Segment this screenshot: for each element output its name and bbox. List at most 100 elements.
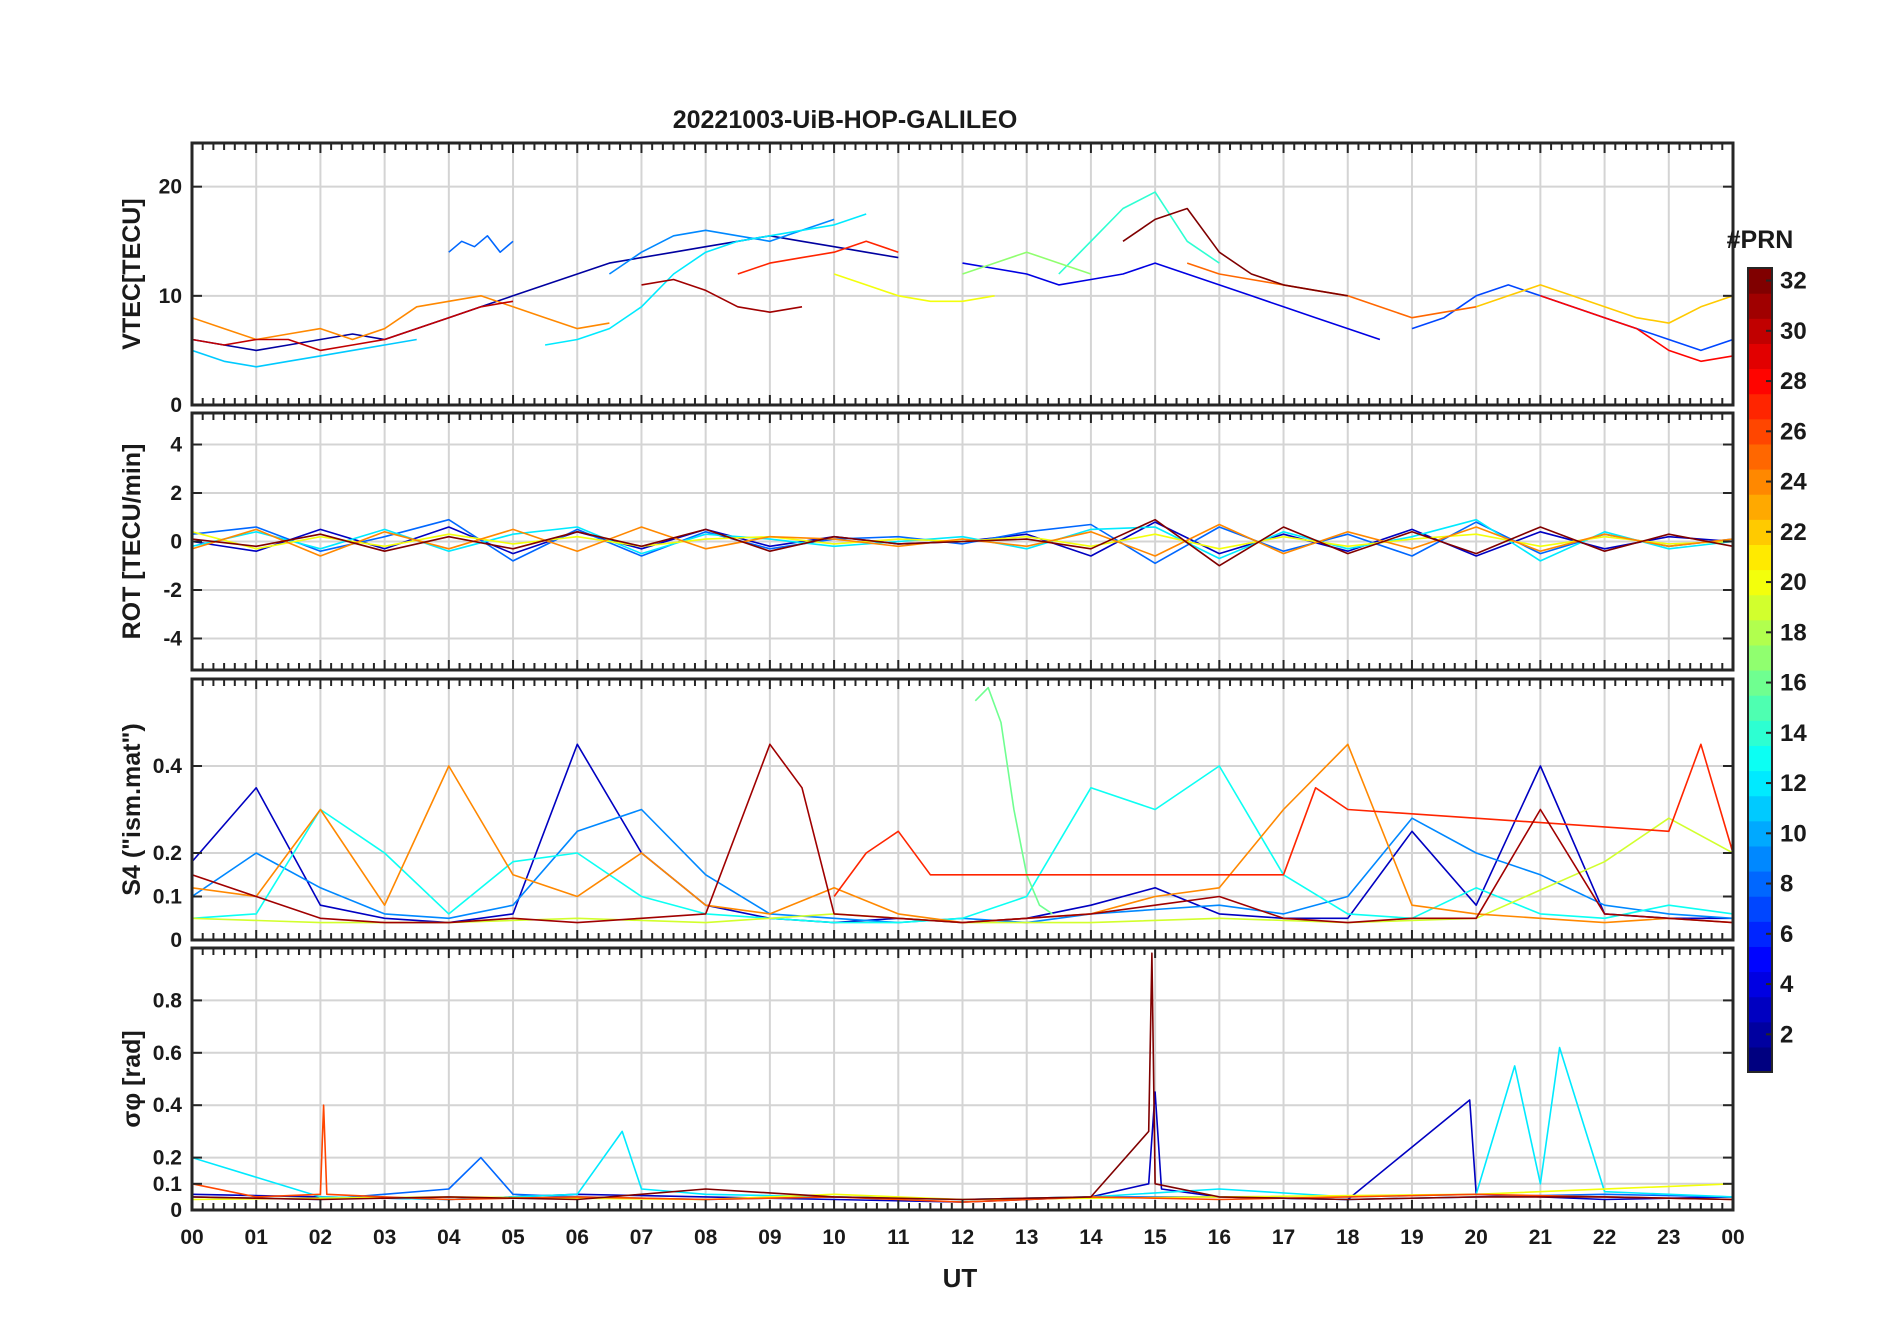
series-group bbox=[192, 191, 1733, 368]
x-tick-label: 18 bbox=[1336, 1226, 1360, 1249]
x-tick-label: 12 bbox=[951, 1226, 974, 1249]
y-tick-label: -2 bbox=[163, 579, 182, 602]
y-tick-label: 0.6 bbox=[153, 1042, 182, 1065]
series-prn-26 bbox=[192, 1104, 1733, 1203]
colorbar-segment bbox=[1748, 695, 1772, 721]
x-tick-label: 13 bbox=[1015, 1226, 1038, 1249]
x-minor-ticks bbox=[191, 679, 1734, 940]
series-prn-31 bbox=[192, 743, 1733, 924]
x-tick-label: 17 bbox=[1272, 1226, 1295, 1249]
colorbar-tick-label: 32 bbox=[1780, 268, 1807, 295]
colorbar-segment bbox=[1748, 494, 1772, 520]
colorbar-segment bbox=[1748, 745, 1772, 772]
series-prn-28 bbox=[1540, 295, 1733, 363]
y-tick-label: 0.8 bbox=[153, 989, 183, 1012]
colorbar-title: #PRN bbox=[1727, 226, 1794, 254]
y-tick-label: 0.2 bbox=[153, 842, 182, 865]
series-group bbox=[192, 686, 1733, 924]
colorbar-tick-label: 18 bbox=[1780, 619, 1807, 646]
y-tick-label: 2 bbox=[170, 482, 182, 505]
x-tick-label: 15 bbox=[1143, 1226, 1167, 1249]
colorbar-segment bbox=[1748, 393, 1772, 420]
y-tick-label: 0.4 bbox=[153, 1094, 183, 1117]
y-tick-label: 0.2 bbox=[153, 1147, 182, 1170]
series-prn-27 bbox=[833, 743, 1733, 897]
series-prn-11 bbox=[192, 338, 417, 368]
panel-sigma_phi: 0 0.1 0.2 0.4 0.6 0.8 σφ [rad] bbox=[118, 946, 1735, 1222]
series-prn-16 bbox=[974, 686, 1053, 915]
x-tick-label: 03 bbox=[373, 1226, 396, 1249]
y-tick-label: 4 bbox=[170, 434, 182, 457]
x-tick-label: 16 bbox=[1208, 1226, 1231, 1249]
x-tick-label: 00 bbox=[1721, 1226, 1744, 1249]
series-prn-20 bbox=[833, 273, 995, 303]
colorbar-segment bbox=[1748, 1046, 1772, 1073]
y-axis-label: ROT [TECU/min] bbox=[118, 444, 146, 640]
colorbar-segment bbox=[1748, 343, 1772, 370]
y-axis-label: σφ [rad] bbox=[118, 1030, 146, 1128]
y-axis-label: VTEC[TECU] bbox=[118, 198, 146, 349]
colorbar-tick-label: 28 bbox=[1780, 368, 1807, 395]
colorbar-segment bbox=[1748, 896, 1772, 922]
y-tick-label: 0.1 bbox=[153, 1173, 183, 1196]
y-tick-label: 0 bbox=[170, 1199, 182, 1222]
x-tick-label: 19 bbox=[1400, 1226, 1423, 1249]
series-prn-27 bbox=[737, 240, 899, 275]
colorbar-tick-label: 8 bbox=[1780, 871, 1793, 898]
colorbar-segment bbox=[1748, 644, 1772, 671]
series-prn-32 bbox=[1122, 207, 1348, 297]
colorbar-tick-label: 2 bbox=[1780, 1021, 1793, 1048]
colorbar-tick-label: 14 bbox=[1780, 720, 1807, 747]
colorbar-frame bbox=[1747, 267, 1773, 1073]
x-tick-label: 04 bbox=[437, 1226, 461, 1249]
y-tick-label: 0.4 bbox=[153, 755, 183, 778]
series-prn-8 bbox=[192, 518, 1733, 565]
y-tick-label: 0 bbox=[170, 531, 182, 554]
colorbar-segment bbox=[1748, 293, 1772, 319]
series-prn-12 bbox=[544, 213, 867, 346]
y-tick-label: 0 bbox=[170, 394, 182, 417]
colorbar-segment bbox=[1748, 845, 1772, 872]
x-tick-label: 06 bbox=[566, 1226, 589, 1249]
colorbar-tick-label: 6 bbox=[1780, 921, 1793, 948]
x-minor-ticks bbox=[191, 413, 1734, 670]
x-minor-ticks bbox=[191, 143, 1734, 405]
x-tick-label: 05 bbox=[501, 1226, 525, 1249]
series-prn-8 bbox=[448, 235, 514, 253]
x-tick-label: 08 bbox=[694, 1226, 718, 1249]
colorbar-segment bbox=[1748, 594, 1772, 621]
x-tick-label: 11 bbox=[887, 1226, 910, 1249]
series-prn-30 bbox=[192, 300, 514, 352]
colorbar-tick-label: 16 bbox=[1780, 670, 1807, 697]
x-minor-ticks bbox=[191, 948, 1734, 1210]
chart-title: 20221003-UiB-HOP-GALILEO bbox=[673, 106, 1018, 134]
panel-rot: -4 -2 0 2 4 ROT [TECU/min] bbox=[118, 411, 1735, 672]
series-prn-14 bbox=[1058, 191, 1220, 275]
series-prn-32 bbox=[192, 518, 1733, 567]
y-tick-label: 0 bbox=[170, 929, 182, 952]
y-axis-label: S4 ("ism.mat") bbox=[118, 723, 146, 895]
x-tick-labels: 00 01 02 03 04 05 06 07 08 09 10 11 12 13 14 15 16 17 18 19… bbox=[180, 1226, 1744, 1249]
series-prn-4 bbox=[962, 262, 1381, 341]
y-tick-label: -4 bbox=[163, 627, 182, 650]
colorbar-tick-label: 30 bbox=[1780, 318, 1807, 345]
x-tick-label: 14 bbox=[1079, 1226, 1103, 1249]
colorbar-tick-label: 10 bbox=[1780, 820, 1807, 847]
colorbar-segment bbox=[1748, 443, 1772, 470]
series-prn-22 bbox=[1475, 284, 1733, 324]
x-tick-label: 09 bbox=[758, 1226, 781, 1249]
panel-s4: 0 0.1 0.2 0.4 S4 ("ism.mat") bbox=[118, 677, 1735, 952]
x-tick-label: 23 bbox=[1657, 1226, 1680, 1249]
colorbar-tick-label: 24 bbox=[1780, 469, 1807, 496]
series-prn-31 bbox=[641, 278, 803, 314]
colorbar-tick-label: 26 bbox=[1780, 418, 1807, 445]
colorbar-segment bbox=[1748, 795, 1772, 822]
colorbar-tick-label: 4 bbox=[1780, 971, 1794, 998]
colorbar-segment bbox=[1748, 946, 1772, 973]
series-prn-24 bbox=[192, 294, 610, 341]
colorbar-tick-label: 22 bbox=[1780, 519, 1807, 546]
y-tick-label: 0.1 bbox=[153, 886, 183, 909]
